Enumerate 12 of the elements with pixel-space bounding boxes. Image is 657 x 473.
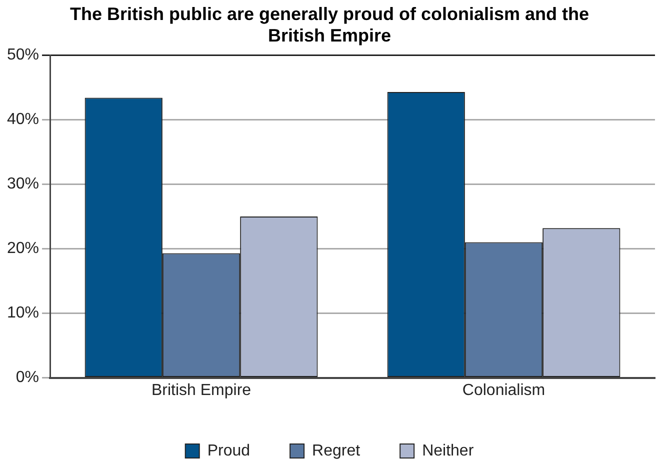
y-tick-label: 40% (6, 111, 40, 128)
y-tick-label: 0% (16, 369, 40, 386)
chart-title: The British public are generally proud of colonialism and the British Empire (70, 4, 590, 46)
y-tick-label: 10% (6, 304, 40, 322)
x-tick-label: Colonialism (462, 382, 546, 399)
legend-label: Proud (207, 442, 250, 460)
legend-label: Neither (422, 442, 474, 460)
y-tick-label: 50% (6, 46, 40, 64)
legend-label: Regret (312, 442, 361, 460)
x-tick-label: British Empire (151, 382, 252, 399)
y-tick-label: 20% (6, 240, 40, 258)
y-tick-label: 30% (6, 176, 40, 193)
